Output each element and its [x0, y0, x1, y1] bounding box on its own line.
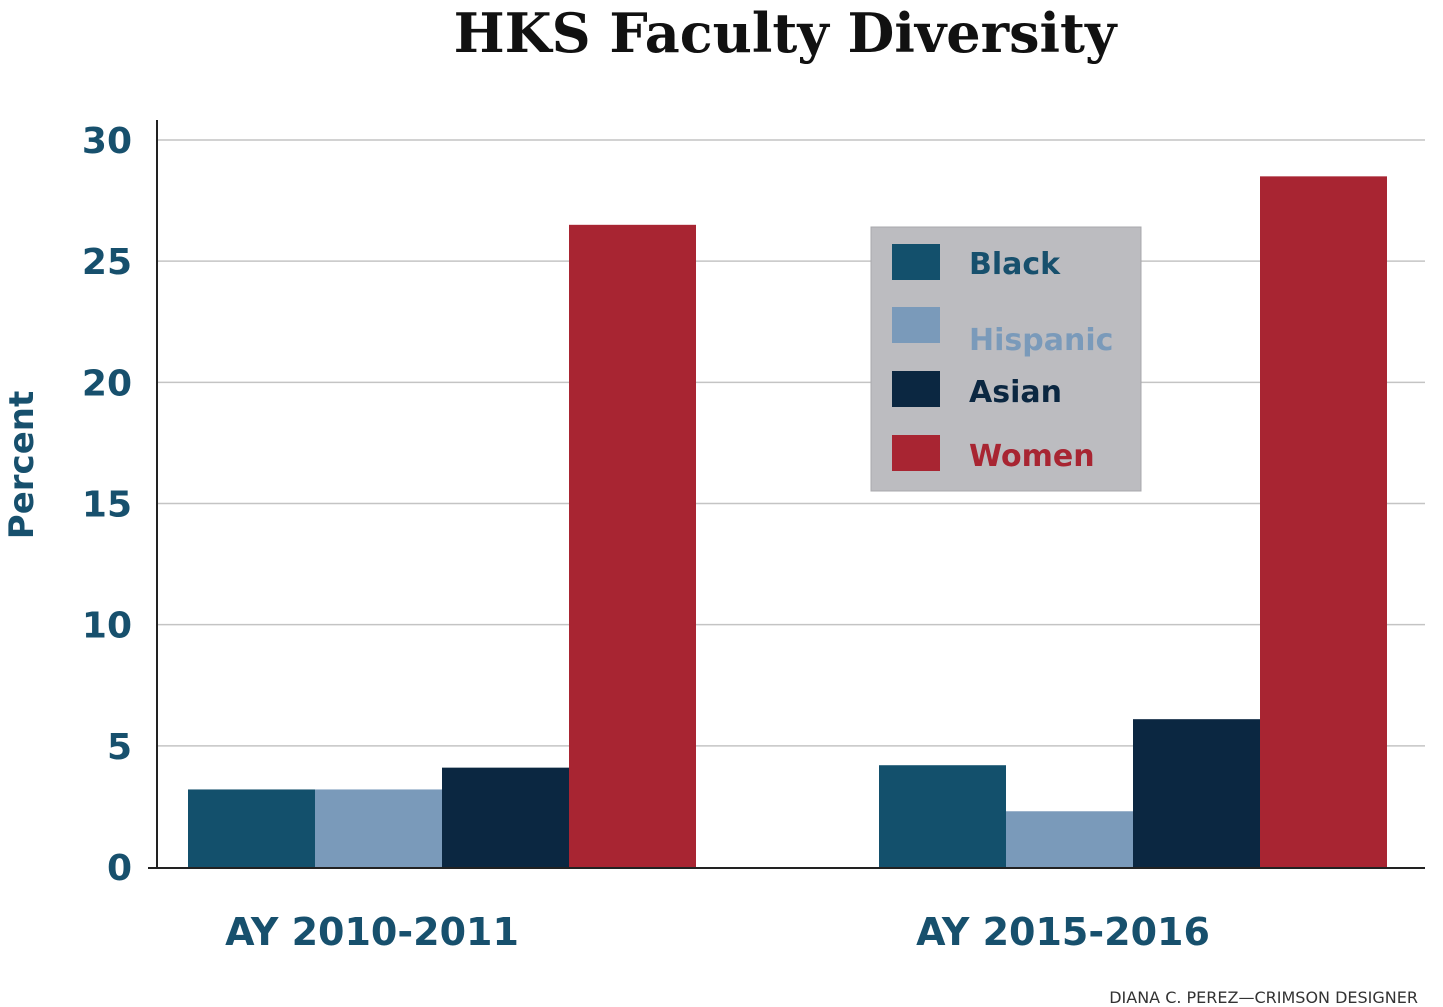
x-tick-labels: AY 2010-2011 AY 2015-2016 — [225, 910, 1210, 954]
legend-label-women: Women — [969, 439, 1095, 474]
bar-hispanic-1 — [1006, 811, 1133, 867]
x-tick-1: AY 2015-2016 — [916, 910, 1210, 954]
y-tick-labels: 0 5 10 15 20 25 30 — [82, 121, 132, 889]
bar-asian-1 — [1133, 719, 1260, 867]
y-tick-25: 25 — [82, 242, 132, 283]
bar-women-1 — [1260, 176, 1387, 868]
bar-women-0 — [569, 224, 696, 868]
y-tick-15: 15 — [82, 485, 132, 526]
y-axis-label: Percent — [2, 391, 42, 539]
y-tick-20: 20 — [82, 363, 132, 404]
y-tick-10: 10 — [82, 606, 132, 647]
bar-black-1 — [879, 765, 1006, 867]
chart-title: HKS Faculty Diversity — [454, 1, 1118, 65]
legend-swatch-asian — [892, 371, 940, 407]
gridlines — [157, 139, 1425, 747]
legend: Black Hispanic Asian Women — [870, 226, 1142, 492]
legend-swatch-hispanic — [892, 307, 940, 343]
credit: DIANA C. PEREZ—CRIMSON DESIGNER — [1109, 988, 1418, 1007]
y-tick-5: 5 — [107, 727, 132, 768]
bar-hispanic-0 — [315, 789, 442, 867]
y-tick-30: 30 — [82, 121, 132, 162]
legend-swatch-black — [892, 244, 940, 280]
bar-asian-0 — [442, 767, 569, 867]
y-tick-0: 0 — [107, 848, 132, 889]
bars — [188, 176, 1387, 868]
legend-swatch-women — [892, 435, 940, 471]
legend-label-black: Black — [969, 247, 1061, 282]
legend-label-asian: Asian — [969, 375, 1062, 410]
x-tick-0: AY 2010-2011 — [225, 910, 519, 954]
bar-black-0 — [188, 789, 315, 867]
legend-label-hispanic: Hispanic — [969, 323, 1113, 358]
